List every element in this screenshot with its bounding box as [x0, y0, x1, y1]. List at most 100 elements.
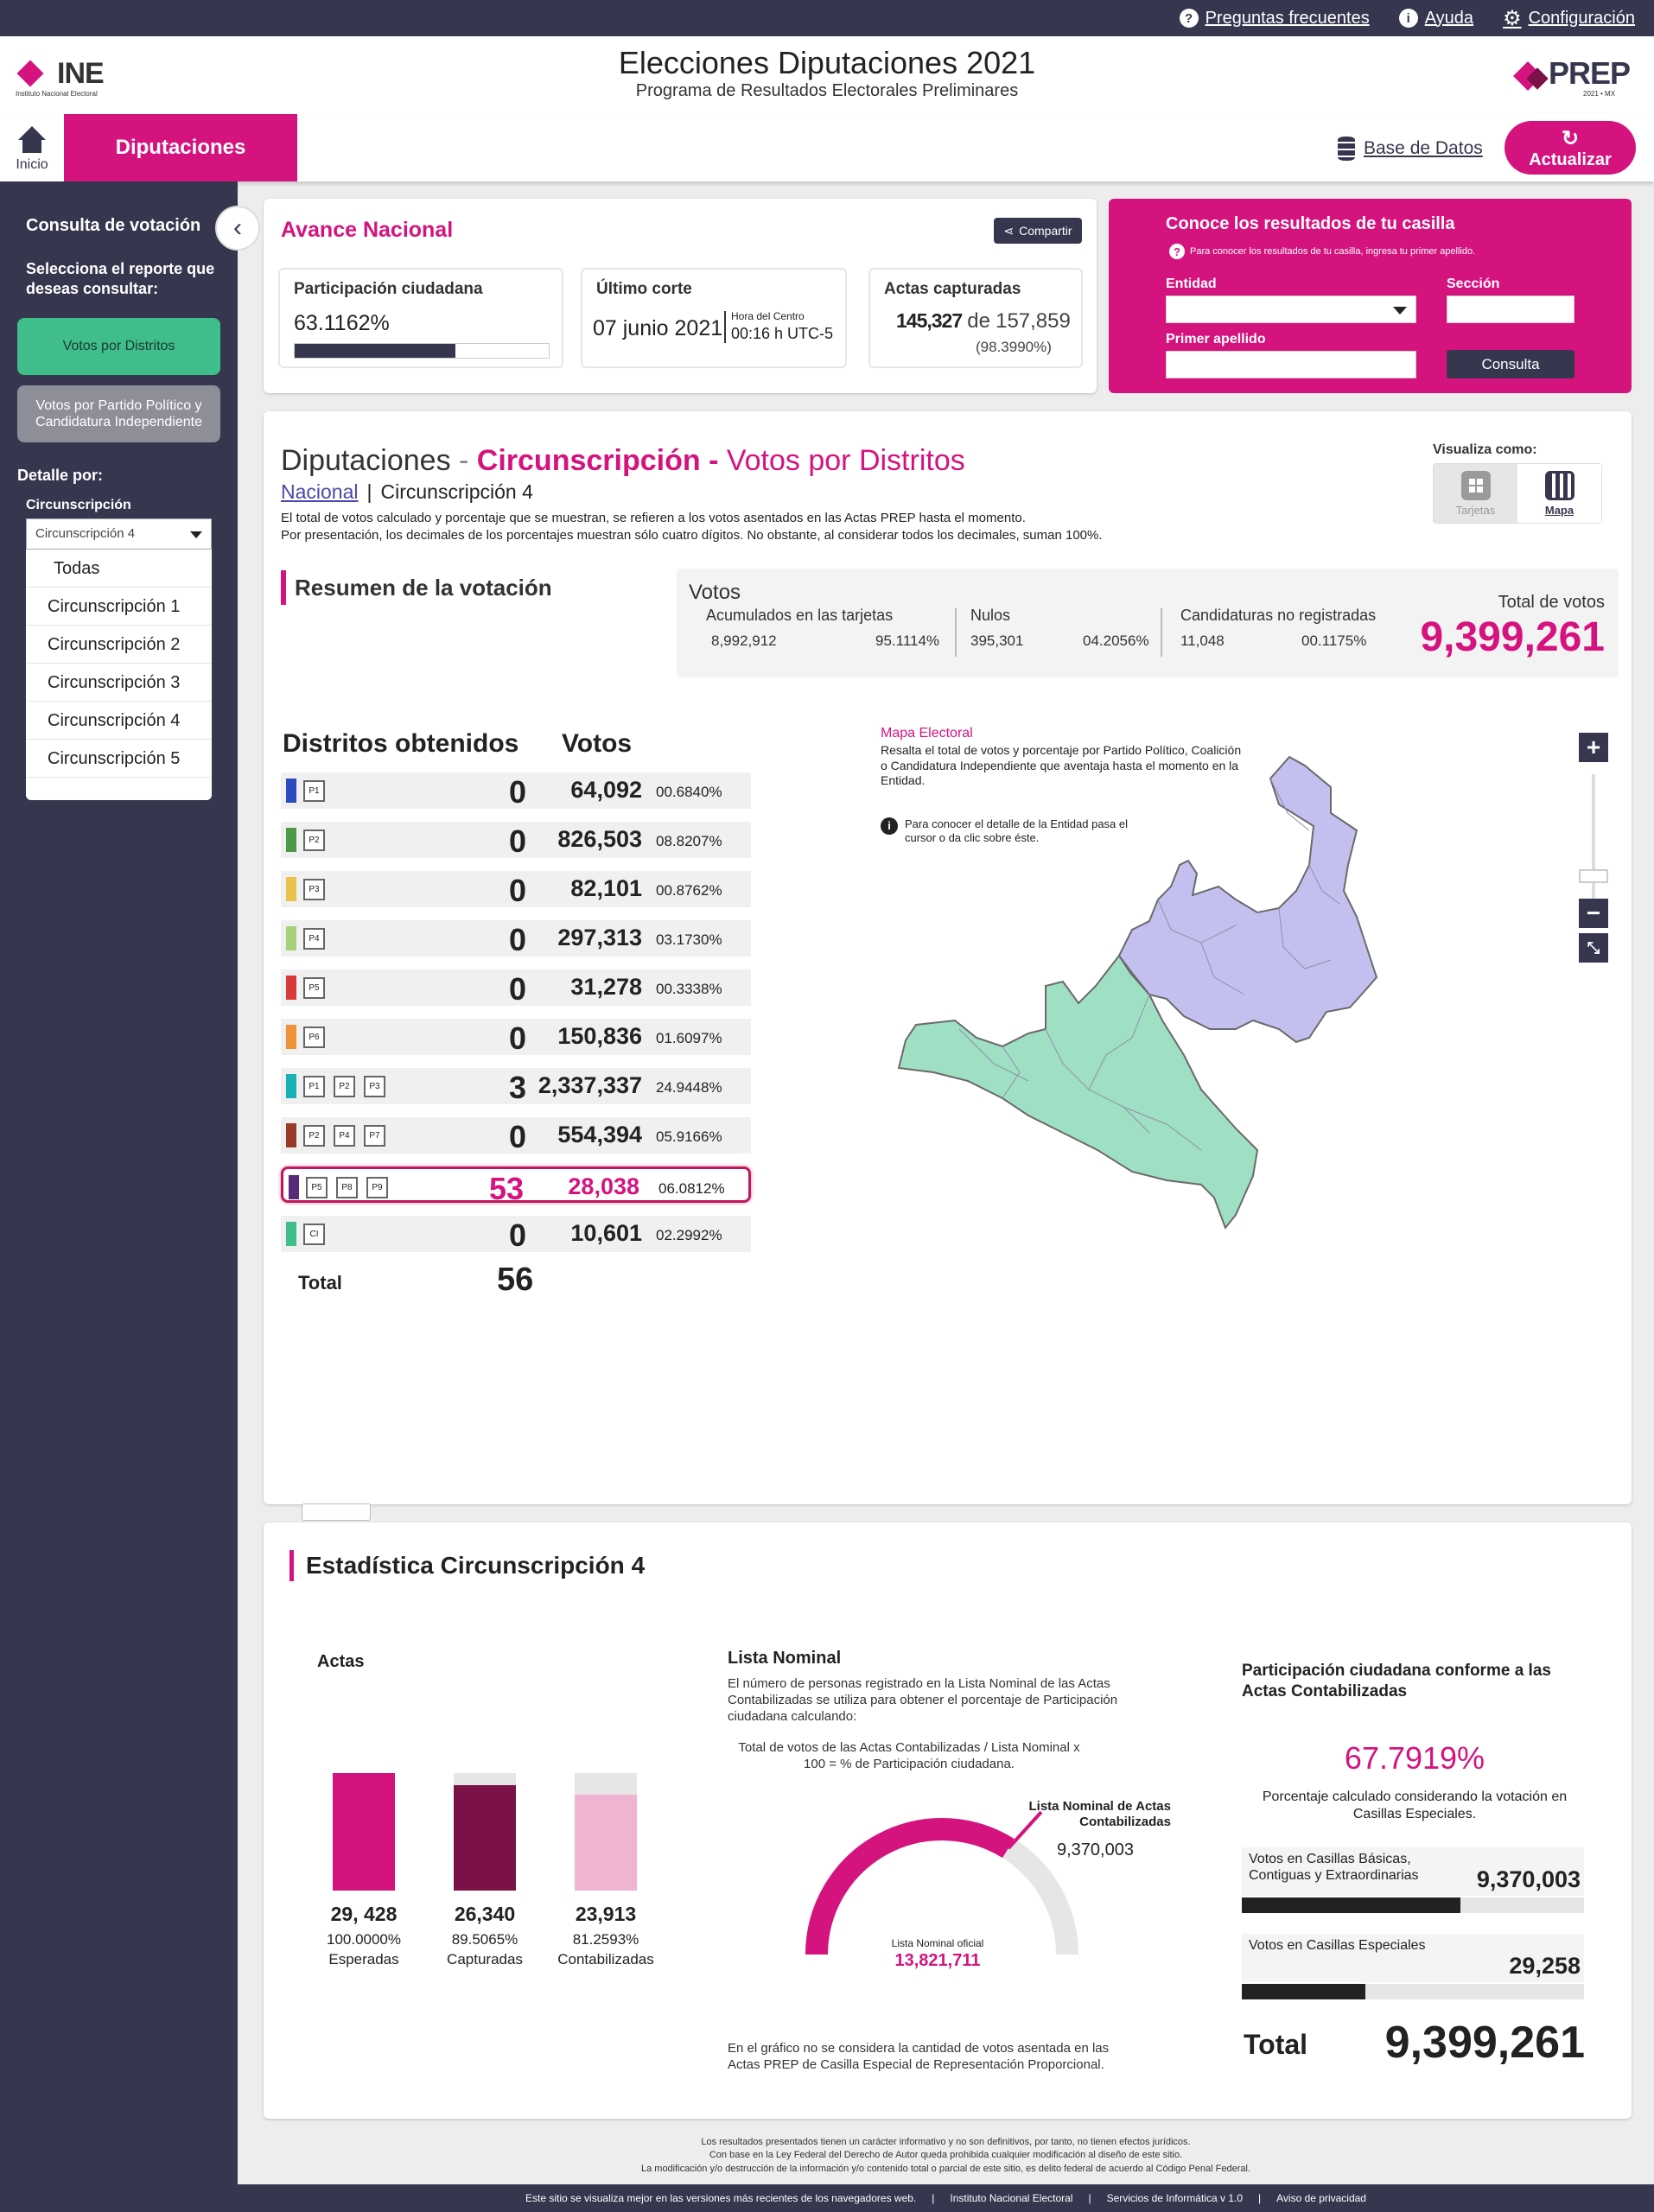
party-logo: P2	[334, 1076, 355, 1097]
votos-pct: 05.9166%	[656, 1128, 722, 1145]
party-color-swatch	[286, 1222, 296, 1246]
divider	[1161, 608, 1162, 657]
dropdown-option-todas[interactable]: Todas	[26, 550, 212, 588]
sidebar-collapse-button[interactable]: ‹	[215, 206, 260, 251]
votos-pct: 00.3338%	[656, 981, 722, 997]
electoral-map[interactable]	[873, 744, 1654, 1375]
lista-nominal-oficial-label: Lista Nominal oficial	[891, 1937, 984, 1949]
party-tags: CI	[303, 1224, 325, 1245]
table-row[interactable]: P2 0 826,503 08.8207%	[281, 822, 751, 859]
table-row[interactable]: P1 P2 P3 3 2,337,337 24.9448%	[281, 1068, 751, 1105]
votos-value: 82,101	[570, 875, 642, 901]
acumulados-value: 8,992,912	[711, 632, 777, 649]
breadcrumb-nacional[interactable]: Nacional	[281, 480, 359, 503]
actas-de: de	[967, 309, 990, 333]
distritos-value: 0	[508, 971, 526, 1007]
actas-pct: (98.3990%)	[976, 339, 1052, 355]
dropdown-option-c2[interactable]: Circunscripción 2	[26, 626, 212, 664]
view-mapa-button[interactable]: Mapa	[1517, 464, 1601, 523]
main-results-card: Diputaciones - Circunscripción - Votos p…	[264, 411, 1632, 1504]
refresh-button[interactable]: ↻ Actualizar	[1505, 121, 1636, 175]
config-link[interactable]: ⚙ Configuración	[1503, 6, 1635, 31]
cnr-label: Candidaturas no registradas	[1180, 607, 1377, 624]
actas-bar	[454, 1785, 516, 1891]
seccion-input[interactable]	[1447, 296, 1574, 323]
page-title: Elecciones Diputaciones 2021	[618, 45, 1036, 80]
votos-header: Votos	[562, 729, 633, 758]
acumulados-label: Acumulados en las tarjetas	[706, 607, 894, 624]
casilla-note-text: Para conocer los resultados de tu casill…	[1190, 246, 1476, 257]
table-row[interactable]: P4 0 297,313 03.1730%	[281, 920, 751, 957]
circunscripcion-select[interactable]: Circunscripción 4	[26, 518, 212, 550]
zoom-in-button[interactable]: +	[1579, 733, 1608, 762]
zoom-slider-track[interactable]	[1592, 774, 1595, 912]
view-tarjetas-button[interactable]: Tarjetas	[1434, 464, 1517, 523]
votos-distritos-button[interactable]: Votos por Distritos	[17, 318, 220, 375]
party-tags: P2 P4 P7	[303, 1125, 385, 1147]
map-entity-east[interactable]	[1117, 755, 1378, 1044]
database-link[interactable]: Base de Datos	[1338, 137, 1483, 161]
fit-map-button[interactable]: ⤡	[1579, 933, 1608, 963]
party-logo: P6	[303, 1027, 325, 1048]
party-logo: P4	[303, 928, 325, 950]
table-row[interactable]: CI 0 10,601 02.2992%	[281, 1216, 751, 1253]
table-row[interactable]: P3 0 82,101 00.8762%	[281, 871, 751, 908]
table-row[interactable]: P6 0 150,836 01.6097%	[281, 1019, 751, 1056]
horizontal-scroll-tab[interactable]	[302, 1503, 371, 1521]
table-row[interactable]: P1 0 64,092 00.6840%	[281, 772, 751, 810]
casillas-especiales-bar-fill	[1242, 1984, 1365, 1999]
table-row[interactable]: P5 0 31,278 00.3338%	[281, 969, 751, 1007]
dropdown-option-c4[interactable]: Circunscripción 4	[26, 702, 212, 740]
votos-summary: Votos Acumulados en las tarjetas 8,992,9…	[677, 569, 1619, 677]
lista-nominal-description: El número de personas registrado en la L…	[728, 1676, 1118, 1724]
sidebar-description: Selecciona el reporte que deseas consult…	[26, 260, 215, 297]
detalle-label: Detalle por:	[17, 467, 104, 484]
help-link[interactable]: i Ayuda	[1398, 8, 1474, 29]
dropdown-option-c5[interactable]: Circunscripción 5	[26, 740, 212, 778]
distritos-value: 3	[508, 1070, 526, 1105]
map-title: Mapa Electoral	[881, 726, 973, 741]
party-color-swatch	[286, 828, 296, 852]
zoom-slider-thumb[interactable]	[1579, 869, 1608, 883]
consulta-button[interactable]: Consulta	[1447, 350, 1574, 378]
table-row[interactable]: P2 P4 P7 0 554,394 05.9166%	[281, 1117, 751, 1154]
party-logo: P3	[303, 879, 325, 900]
info-icon: i	[1398, 9, 1418, 28]
lista-nominal-oficial-value: 13,821,711	[894, 1951, 981, 1970]
votos-partido-button[interactable]: Votos por Partido Político y Candidatura…	[17, 385, 220, 442]
breadcrumb: Nacional | Circunscripción 4	[281, 480, 533, 504]
faq-link[interactable]: ? Preguntas frecuentes	[1179, 9, 1370, 29]
dropdown-option-c1[interactable]: Circunscripción 1	[26, 588, 212, 626]
help-label: Ayuda	[1424, 8, 1474, 28]
share-icon: ⋖	[1003, 223, 1015, 238]
party-tags: P4	[303, 928, 325, 950]
tab-diputaciones[interactable]: Diputaciones	[64, 114, 297, 181]
ine-logo-subtext: Instituto Nacional Electoral	[16, 90, 98, 98]
party-logo: P1	[303, 780, 325, 802]
nulos-value: 395,301	[970, 632, 1024, 649]
apellido-input[interactable]	[1166, 351, 1416, 378]
party-logo: P9	[366, 1177, 388, 1198]
actas-total: 157,859	[996, 309, 1071, 333]
entidad-select[interactable]	[1166, 296, 1416, 323]
home-button[interactable]: Inicio	[0, 114, 64, 181]
map-entity-west[interactable]	[897, 954, 1259, 1230]
privacidad-link[interactable]: Aviso de privacidad	[1276, 2192, 1366, 2204]
map-icon	[1544, 471, 1574, 500]
total-row-value: 56	[497, 1262, 534, 1298]
votos-value: 28,038	[568, 1173, 639, 1199]
home-label: Inicio	[16, 157, 48, 172]
table-row[interactable]: P5 P8 P9 53 28,038 06.0812%	[281, 1166, 751, 1206]
distritos-value: 0	[508, 1119, 526, 1154]
ine-link[interactable]: Instituto Nacional Electoral	[950, 2192, 1073, 2204]
dropdown-option-c3[interactable]: Circunscripción 3	[26, 664, 212, 702]
legal-footer: Los resultados presentados tienen un car…	[238, 2136, 1654, 2176]
servicios-link[interactable]: Servicios de Informática v 1.0	[1106, 2192, 1243, 2204]
title-sep: -	[450, 444, 477, 477]
ine-logo[interactable]: INE Instituto Nacional Electoral	[16, 57, 119, 98]
actas-captured: 145,327	[896, 309, 963, 332]
share-button[interactable]: ⋖ Compartir	[994, 218, 1082, 244]
party-logo: P3	[364, 1076, 385, 1097]
party-logo: P8	[336, 1177, 358, 1198]
zoom-out-button[interactable]: −	[1579, 899, 1608, 928]
